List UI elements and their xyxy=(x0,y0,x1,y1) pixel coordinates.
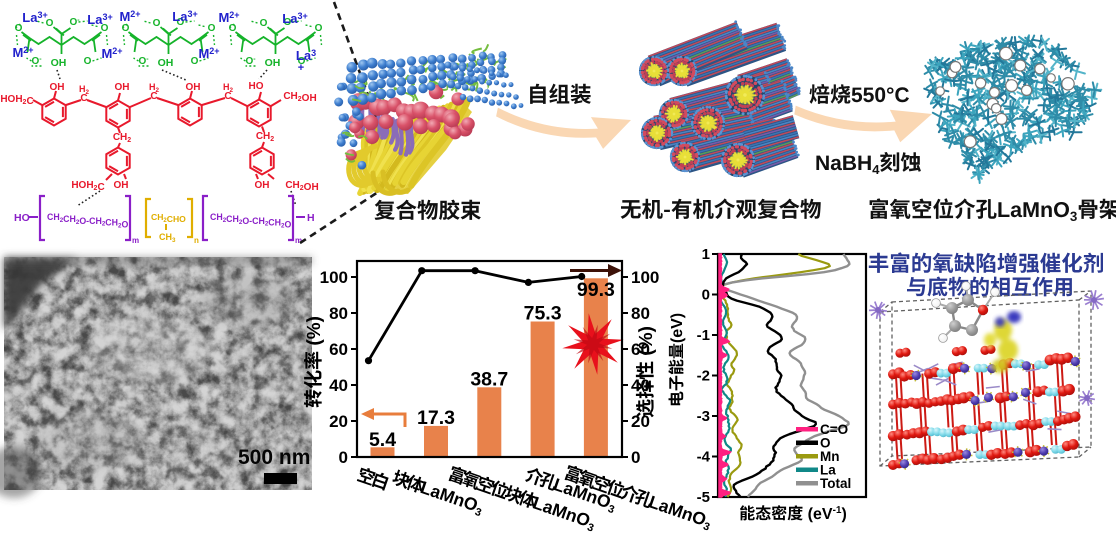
svg-text:CH2CH2O-CH2CH2O: CH2CH2O-CH2CH2O xyxy=(210,212,291,230)
svg-text:OH: OH xyxy=(115,82,130,93)
svg-text:-1: -1 xyxy=(697,327,710,344)
svg-text:CH2OH: CH2OH xyxy=(283,91,316,104)
svg-text:C: C xyxy=(150,91,157,102)
svg-text:HO: HO xyxy=(14,212,30,224)
svg-text:M2+: M2+ xyxy=(119,9,140,24)
svg-text:O: O xyxy=(260,18,268,29)
svg-text:OH: OH xyxy=(158,57,174,69)
svg-text:80: 80 xyxy=(631,304,650,323)
svg-text:OH: OH xyxy=(265,57,281,69)
svg-text:HOH2C: HOH2C xyxy=(0,94,33,107)
svg-text:38.7: 38.7 xyxy=(470,369,508,391)
svg-text:1: 1 xyxy=(702,246,710,263)
svg-text:0: 0 xyxy=(631,448,640,467)
svg-text:5.4: 5.4 xyxy=(369,429,396,451)
svg-text:CH2: CH2 xyxy=(113,132,131,144)
svg-text:O: O xyxy=(153,18,161,29)
svg-text:CH2: CH2 xyxy=(256,131,274,143)
svg-text:0: 0 xyxy=(702,287,710,304)
svg-text:100: 100 xyxy=(320,268,348,287)
svg-text:M2+: M2+ xyxy=(101,46,122,61)
svg-text:+: + xyxy=(298,62,304,74)
svg-text:M2+: M2+ xyxy=(12,45,33,60)
svg-text:CH2OH: CH2OH xyxy=(285,180,318,193)
svg-text:La3+: La3+ xyxy=(87,12,112,27)
svg-text:C: C xyxy=(80,93,87,104)
svg-text:n: n xyxy=(194,236,199,245)
svg-text:OH: OH xyxy=(51,57,67,69)
svg-text:-3: -3 xyxy=(697,408,710,425)
svg-text:m: m xyxy=(132,236,139,245)
svg-text:-2: -2 xyxy=(697,368,710,385)
svg-text:C: C xyxy=(224,91,231,102)
svg-text:HO: HO xyxy=(249,81,264,92)
svg-text:La3+: La3+ xyxy=(22,10,47,25)
svg-text:100: 100 xyxy=(631,268,659,287)
svg-text:99.3: 99.3 xyxy=(577,279,615,301)
svg-text:M2+: M2+ xyxy=(198,46,219,61)
svg-text:500 nm: 500 nm xyxy=(238,446,310,469)
svg-text:20: 20 xyxy=(329,412,348,431)
svg-text:H: H xyxy=(307,212,315,224)
svg-text:O: O xyxy=(315,23,323,34)
svg-text:80: 80 xyxy=(329,304,348,323)
svg-text:OH: OH xyxy=(114,180,129,191)
svg-text:La3: La3 xyxy=(296,48,316,63)
svg-text:0: 0 xyxy=(339,448,348,467)
svg-text:OH: OH xyxy=(255,180,270,191)
svg-text:Total: Total xyxy=(820,476,851,491)
svg-text:CH2CHO: CH2CHO xyxy=(151,212,186,224)
svg-text:CH3: CH3 xyxy=(159,232,176,244)
svg-text:60: 60 xyxy=(329,340,348,359)
svg-text:17.3: 17.3 xyxy=(417,407,455,429)
svg-text:La3+: La3+ xyxy=(282,11,307,26)
svg-text:OH: OH xyxy=(50,82,65,93)
svg-text:O: O xyxy=(84,56,92,67)
svg-text:40: 40 xyxy=(329,376,348,395)
svg-text:O: O xyxy=(208,23,216,34)
svg-text:La3+: La3+ xyxy=(172,9,197,24)
svg-text:O: O xyxy=(191,56,199,67)
svg-text:-4: -4 xyxy=(697,449,711,466)
svg-text:CH2CH2O-CH2CH2O: CH2CH2O-CH2CH2O xyxy=(47,212,128,230)
svg-text:-5: -5 xyxy=(697,489,710,506)
svg-text:OH: OH xyxy=(186,82,201,93)
svg-text:75.3: 75.3 xyxy=(524,303,562,325)
